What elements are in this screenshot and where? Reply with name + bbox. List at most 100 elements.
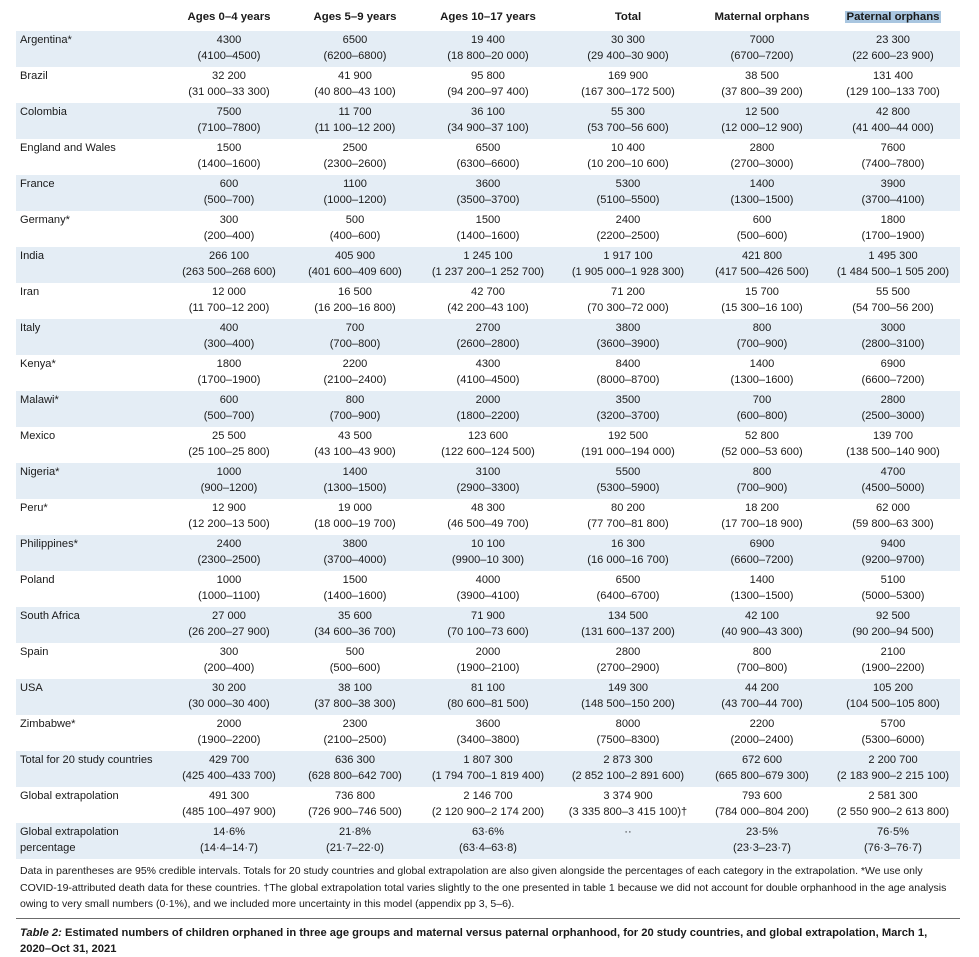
table-row: Italy 400 (300–400) 700 (700–800) 2700 (2600–2… — [16, 319, 960, 355]
cell-interval: (4100–4500) — [197, 50, 261, 62]
cell-estimate: 35 600 — [338, 610, 372, 622]
row-label: Nigeria* — [20, 466, 60, 478]
cell-estimate: 63·6% — [471, 826, 505, 838]
cell-interval: (12 000–12 900) — [721, 122, 803, 134]
table-cell: 14·6% (14·4–14·7) — [166, 823, 292, 859]
cell-interval: (70 300–72 000) — [587, 302, 669, 314]
table-cell: 11 700 (11 100–12 200) — [292, 103, 418, 139]
cell-interval: (41 400–44 000) — [852, 122, 934, 134]
table-row: France 600 (500–700) 1100 (1000–1200) 3600 (35… — [16, 175, 960, 211]
cell-interval: (1700–1900) — [861, 230, 925, 242]
cell-interval: (3700–4100) — [861, 194, 925, 206]
cell-interval: (15 300–16 100) — [721, 302, 803, 314]
cell-interval: (94 200–97 400) — [447, 86, 529, 98]
cell-estimate: 25 500 — [212, 430, 246, 442]
cell-interval: (2 852 100–2 891 600) — [571, 770, 685, 782]
cell-estimate: 18 200 — [745, 502, 779, 514]
table-cell: 3600 (3500–3700) — [418, 175, 558, 211]
row-label: USA — [20, 682, 43, 694]
table-cell: 38 100 (37 800–38 300) — [292, 679, 418, 715]
table-cell: 2200 (2000–2400) — [698, 715, 826, 751]
table-cell: 300 (200–400) — [166, 643, 292, 679]
cell-estimate: 7500 — [216, 106, 242, 118]
table-row: Kenya* 1800 (1700–1900) 2200 (2100–2400) 4300… — [16, 355, 960, 391]
row-label: Colombia — [20, 106, 67, 118]
table-cell: 134 500 (131 600–137 200) — [558, 607, 698, 643]
cell-estimate: 491 300 — [208, 790, 250, 802]
cell-estimate: 36 100 — [471, 106, 505, 118]
table-cell: 600 (500–700) — [166, 391, 292, 427]
table-row: Argentina* 4300 (4100–4500) 6500 (6200–6800)… — [16, 31, 960, 67]
cell-interval: (18 000–19 700) — [314, 518, 396, 530]
table-cell: 55 300 (53 700–56 600) — [558, 103, 698, 139]
selected-text-highlight[interactable]: Paternal orphans — [845, 11, 941, 23]
cell-interval: (2 183 900–2 215 100) — [836, 770, 950, 782]
cell-estimate: 5700 — [880, 718, 906, 730]
cell-estimate: 10 100 — [471, 538, 505, 550]
table-row: South Africa 27 000 (26 200–27 900) 35 600 (… — [16, 607, 960, 643]
table-cell: 405 900 (401 600–409 600) — [292, 247, 418, 283]
cell-interval: (6600–7200) — [861, 374, 925, 386]
table-cell: 9400 (9200–9700) — [826, 535, 960, 571]
cell-interval: (2100–2400) — [323, 374, 387, 386]
table-cell: 421 800 (417 500–426 500) — [698, 247, 826, 283]
cell-estimate: 19 000 — [338, 502, 372, 514]
cell-interval: (5000–5300) — [861, 590, 925, 602]
header-cell-paternal: Paternal orphans — [826, 6, 960, 31]
cell-interval: (29 400–30 900) — [587, 50, 669, 62]
cell-estimate: 11 700 — [338, 106, 372, 118]
table-cell: 2800 (2700–2900) — [558, 643, 698, 679]
cell-estimate: 1500 — [216, 142, 242, 154]
cell-estimate: 32 200 — [212, 70, 246, 82]
cell-estimate: 636 300 — [334, 754, 376, 766]
cell-estimate: 38 500 — [745, 70, 779, 82]
cell-interval: (9900–10 300) — [451, 554, 525, 566]
cell-estimate: 800 — [752, 322, 772, 334]
table-cell: 16 500 (16 200–16 800) — [292, 283, 418, 319]
cell-interval: (34 900–37 100) — [447, 122, 529, 134]
cell-interval: (11 700–12 200) — [188, 302, 270, 314]
table-cell: 21·8% (21·7–22·0) — [292, 823, 418, 859]
table-cell: 12 900 (12 200–13 500) — [166, 499, 292, 535]
table-row: Mexico 25 500 (25 100–25 800) 43 500 (43 100… — [16, 427, 960, 463]
cell-estimate: 5100 — [880, 574, 906, 586]
cell-estimate: 38 100 — [338, 682, 372, 694]
table-cell: 3 374 900 (3 335 800–3 415 100)† — [558, 787, 698, 823]
cell-estimate: 600 — [219, 178, 239, 190]
cell-estimate: 3600 — [475, 178, 501, 190]
cell-estimate: 3100 — [475, 466, 501, 478]
cell-estimate: 2800 — [880, 394, 906, 406]
table-row: India 266 100 (263 500–268 600) 405 900 (401… — [16, 247, 960, 283]
cell-estimate: 62 000 — [876, 502, 910, 514]
table-cell: 800 (700–900) — [698, 319, 826, 355]
cell-interval: (700–800) — [736, 662, 788, 674]
table-row: England and Wales 1500 (1400–1600) 2500 (230… — [16, 139, 960, 175]
cell-interval: (300–400) — [203, 338, 255, 350]
cell-interval: (34 600–36 700) — [314, 626, 396, 638]
cell-estimate: 42 800 — [876, 106, 910, 118]
table-cell: 429 700 (425 400–433 700) — [166, 751, 292, 787]
cell-interval: (6300–6600) — [456, 158, 520, 170]
cell-estimate: 1100 — [343, 178, 367, 190]
table-label: Table 2: — [20, 926, 62, 939]
cell-estimate: 149 300 — [607, 682, 649, 694]
cell-interval: (600–800) — [736, 410, 788, 422]
cell-interval: (3400–3800) — [456, 734, 520, 746]
cell-interval: (3500–3700) — [456, 194, 520, 206]
table-cell: 52 800 (52 000–53 600) — [698, 427, 826, 463]
cell-interval: (63·4–63·8) — [459, 842, 517, 854]
cell-estimate: 2 146 700 — [463, 790, 513, 802]
cell-estimate: 800 — [752, 646, 772, 658]
table-cell: 2000 (1800–2200) — [418, 391, 558, 427]
table-cell: 48 300 (46 500–49 700) — [418, 499, 558, 535]
cell-interval: (76·3–76·7) — [864, 842, 922, 854]
cell-interval: (417 500–426 500) — [715, 266, 809, 278]
row-label: Global extrapolation percentage — [20, 826, 119, 854]
cell-estimate: 81 100 — [471, 682, 505, 694]
cell-interval: (12 200–13 500) — [188, 518, 270, 530]
cell-estimate: 192 500 — [607, 430, 649, 442]
header-cell-ages-5-9: Ages 5–9 years — [313, 11, 397, 23]
cell-interval: (3700–4000) — [323, 554, 387, 566]
cell-estimate: 9400 — [880, 538, 906, 550]
cell-estimate: 600 — [752, 214, 772, 226]
